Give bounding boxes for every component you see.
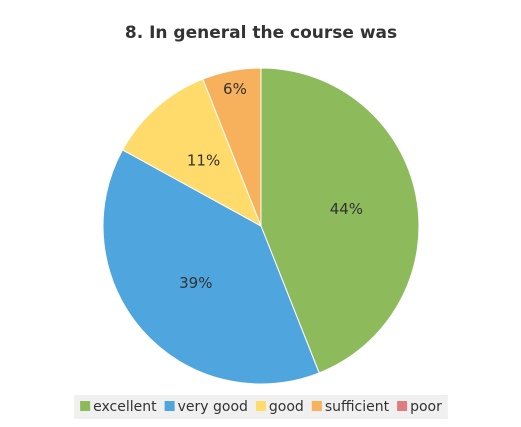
legend-swatch (164, 401, 175, 411)
chart-title: 8. In general the course was (125, 23, 397, 43)
legend-swatch (397, 401, 408, 411)
pie-slice (121, 78, 262, 228)
legend-swatch (80, 401, 91, 411)
data-label: 39% (179, 274, 212, 292)
legend-swatch (255, 401, 266, 411)
legend-label: very good (178, 399, 248, 415)
pie-slice (260, 67, 420, 374)
legend-swatch (311, 401, 322, 411)
legend-label: sufficient (325, 399, 390, 415)
pie-slice (102, 149, 320, 385)
legend-label: poor (410, 399, 442, 415)
data-label: 11% (187, 151, 220, 169)
data-label: 6% (223, 80, 247, 98)
data-label: 44% (330, 200, 363, 218)
legend-label: good (269, 399, 304, 415)
legend: excellent very good good sufficient poor (80, 399, 442, 415)
legend-label: excellent (93, 399, 157, 415)
pie-slice (202, 67, 262, 227)
